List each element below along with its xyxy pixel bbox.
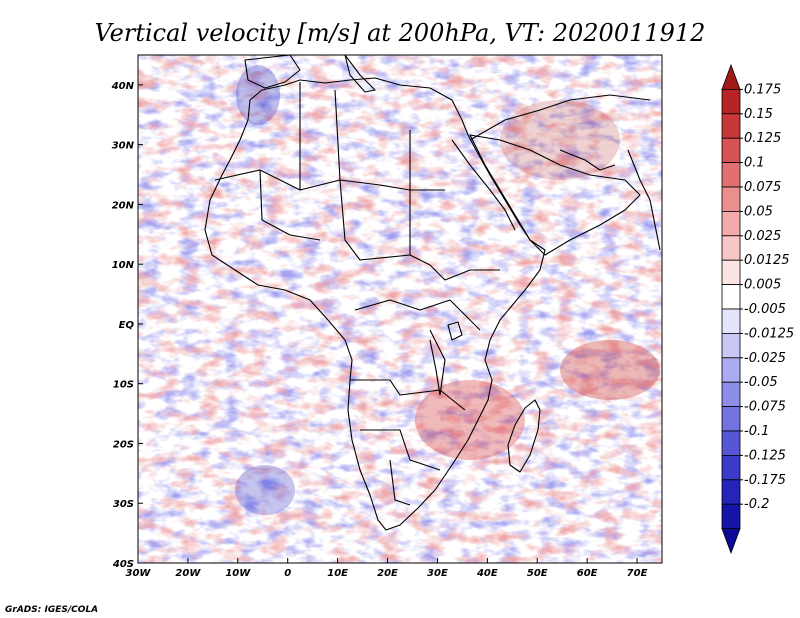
border-5 <box>334 89 341 181</box>
y-tick-label: 30S <box>113 499 134 510</box>
y-tick-label: 40S <box>112 559 134 570</box>
x-tick-label: 50E <box>527 568 548 579</box>
africa-coastline <box>204 77 546 531</box>
y-tick-label: 40N <box>111 81 135 92</box>
border-13 <box>429 329 446 396</box>
chart-title: Vertical velocity [m/s] at 200hPa, VT: 2… <box>95 19 706 47</box>
colorbar-labels: 0.175 0.15 0.125 0.1 0.075 0.05 0.025 0.0125 0.0… <box>740 82 794 512</box>
colorbar-label: 0.075 <box>744 180 781 195</box>
colorbar-bin <box>721 235 741 261</box>
region-morocco <box>236 65 280 125</box>
lake-tanganyika <box>429 339 441 396</box>
italy-and-mediterranean <box>344 55 376 93</box>
plot-area <box>138 55 662 563</box>
colorbar-bin <box>721 406 741 432</box>
y-tick-label: 20S <box>113 439 134 450</box>
colorbar-label: -0.05 <box>744 375 778 390</box>
x-tick-label: 60E <box>577 568 598 579</box>
y-tick-label: 20N <box>112 200 135 211</box>
x-tick-label: 70E <box>627 568 648 579</box>
border-4 <box>409 130 431 266</box>
colorbar-bin <box>721 210 741 237</box>
x-tick-label: 20E <box>377 568 398 579</box>
colorbar-label: -0.1 <box>744 424 769 439</box>
colorbar-bin <box>721 308 741 334</box>
colorbar-bin <box>721 162 741 188</box>
colorbar <box>721 63 741 555</box>
colorbar-label: -0.0125 <box>744 326 794 341</box>
x-tick-label: 10W <box>225 568 251 579</box>
region-south-atlantic-negative <box>235 465 295 515</box>
border-2 <box>259 169 321 241</box>
region-arabia-iran <box>500 100 620 180</box>
credit-label: GrADS: IGES/COLA <box>5 605 98 615</box>
india-west-coast <box>627 149 661 251</box>
coastlines-and-borders <box>204 55 661 531</box>
lake-victoria <box>447 321 463 341</box>
border-9 <box>360 429 441 471</box>
x-tick-label: 30W <box>126 568 152 579</box>
colorbar-label: -0.2 <box>744 497 769 512</box>
colorbar-label: -0.125 <box>744 448 786 463</box>
colorbar-label: 0.125 <box>744 131 781 146</box>
colorbar-bottom-arrow <box>721 528 741 555</box>
border-3 <box>339 179 411 261</box>
border-8 <box>350 379 466 411</box>
colorbar-bin <box>721 381 741 408</box>
colorbar-bin <box>721 332 741 359</box>
x-tick-label: 0 <box>284 568 291 579</box>
colorbar-label: 0.05 <box>744 204 773 219</box>
x-tick-label: 30E <box>427 568 448 579</box>
colorbar-label: -0.005 <box>744 302 786 317</box>
colorbar-label: -0.175 <box>744 473 786 488</box>
border-7 <box>354 299 481 331</box>
colorbar-bin <box>721 259 741 286</box>
colorbar-bin <box>721 357 741 383</box>
madagascar <box>507 399 541 473</box>
colorbar-top-arrow <box>721 63 741 90</box>
colorbar-bin <box>721 113 741 139</box>
y-tick-label: 10S <box>113 380 134 391</box>
colorbar-label: 0.005 <box>744 278 781 293</box>
vertical-velocity-field <box>138 55 662 563</box>
colorbar-bin <box>721 479 741 505</box>
region-mozambique-channel <box>415 380 525 460</box>
colorbar-bin <box>721 137 741 163</box>
region-southern-indian-ocean <box>560 340 660 400</box>
colorbar-label: 0.1 <box>744 156 765 171</box>
y-axis-ticks: 40N 30N 20N 10N EQ 10S 20S 30S 40S <box>111 81 143 570</box>
border-10 <box>389 459 411 506</box>
persian-gulf <box>559 149 616 171</box>
colorbar-bin <box>721 89 741 115</box>
colorbar-label: 0.175 <box>744 82 781 97</box>
colorbar-label: 0.0125 <box>744 253 790 268</box>
colorbar-label: 0.15 <box>744 107 773 122</box>
x-axis-ticks: 30W 20W 10W 0 10E 20E 30E 40E 50E 60E 70E <box>126 558 648 579</box>
colorbar-bin <box>721 503 741 530</box>
plot-frame <box>137 54 663 564</box>
colorbar-bin <box>721 454 741 481</box>
colorbar-label: -0.075 <box>744 400 786 415</box>
red-sea <box>451 139 516 231</box>
border-12 <box>469 94 651 141</box>
x-tick-label: 20W <box>175 568 201 579</box>
colorbar-bin <box>721 284 741 310</box>
border-11 <box>429 264 500 281</box>
y-tick-label: 30N <box>112 141 135 152</box>
colorbar-label: 0.025 <box>744 229 781 244</box>
colorbar-bin <box>721 430 741 456</box>
x-tick-label: 10E <box>327 568 348 579</box>
colorbar-label: -0.025 <box>744 351 786 366</box>
y-tick-label: EQ <box>119 320 135 331</box>
iberia <box>244 55 301 89</box>
x-tick-label: 40E <box>476 568 498 579</box>
colorbar-bin <box>721 186 741 212</box>
arabian-peninsula <box>469 134 641 256</box>
y-tick-label: 10N <box>112 260 135 271</box>
